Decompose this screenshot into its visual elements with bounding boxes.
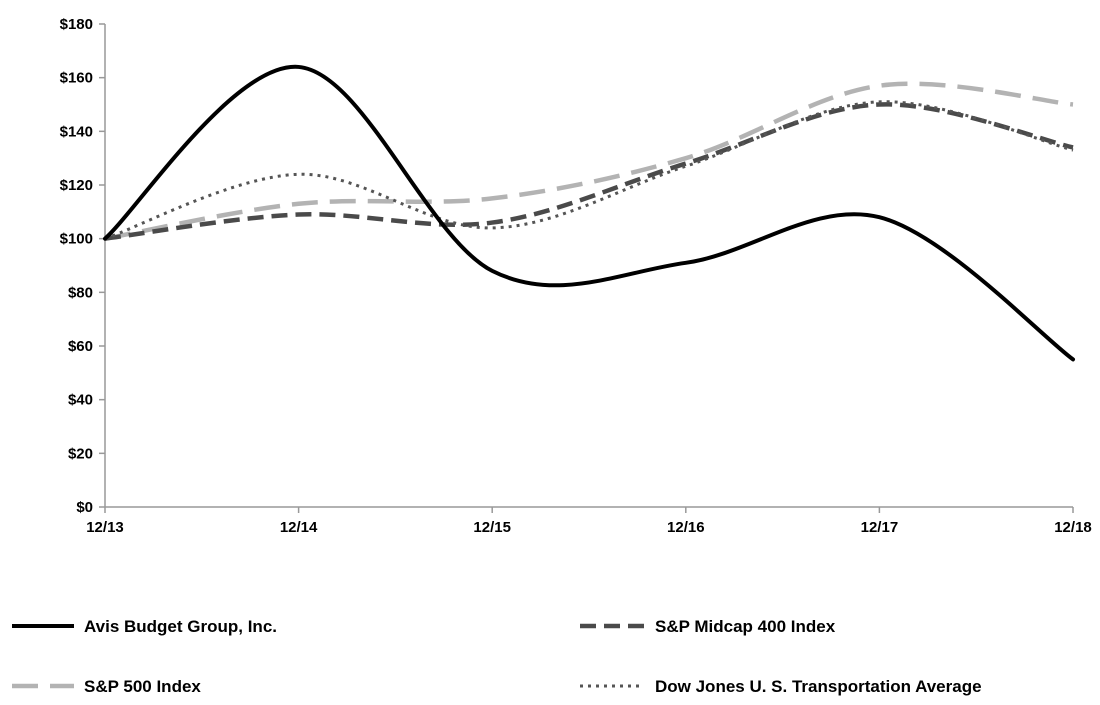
y-tick-label: $140 [60, 123, 93, 140]
y-tick-label: $160 [60, 70, 93, 87]
data-point [297, 173, 300, 176]
data-point [684, 162, 687, 165]
data-point [491, 269, 494, 272]
data-point [878, 103, 881, 106]
y-tick-label: $180 [60, 16, 93, 33]
data-point [878, 216, 881, 219]
data-point [878, 84, 881, 87]
data-point [684, 157, 687, 160]
x-tick-label: 12/18 [1054, 519, 1092, 536]
data-point [104, 237, 107, 240]
y-tick-label: $0 [76, 499, 93, 516]
data-point [1072, 358, 1075, 361]
legend-label: S&P 500 Index [84, 677, 201, 696]
data-point [684, 165, 687, 168]
data-point [1072, 146, 1075, 149]
data-point [297, 65, 300, 68]
data-point [1072, 103, 1075, 106]
data-point [491, 226, 494, 229]
data-point [491, 197, 494, 200]
axes: $0 $20 $40 $60 $80 $100 $120 $140 $160 $180 12/13 1… [60, 16, 1092, 536]
series-line-avis-budget-group-inc [103, 64, 1075, 362]
legend-label: Dow Jones U. S. Transportation Average [655, 677, 982, 696]
series-line-dow-jones-u-s-transportation-average [104, 100, 1074, 241]
series-layer [103, 64, 1075, 362]
legend: Avis Budget Group, Inc. S&P Midcap 400 In… [12, 617, 982, 696]
data-point [297, 202, 300, 205]
y-tick-label: $80 [68, 284, 93, 301]
y-tick-label: $100 [60, 231, 93, 248]
series-line-s-p-midcap-400-index [104, 102, 1074, 241]
legend-label: S&P Midcap 400 Index [655, 617, 836, 636]
y-tick-label: $60 [68, 338, 93, 355]
data-point [491, 221, 494, 224]
x-tick-label: 12/14 [280, 519, 318, 536]
legend-label: Avis Budget Group, Inc. [84, 617, 277, 636]
data-point [684, 261, 687, 264]
y-tick-label: $40 [68, 392, 93, 409]
series-line-s-p-500-index [104, 81, 1074, 241]
x-tick-label: 12/16 [667, 519, 705, 536]
y-tick-label: $120 [60, 177, 93, 194]
y-tick-label: $20 [68, 445, 93, 462]
x-tick-label: 12/17 [861, 519, 899, 536]
x-tick-label: 12/15 [473, 519, 511, 536]
data-point [878, 100, 881, 103]
x-tick-label: 12/13 [86, 519, 124, 536]
data-point [297, 213, 300, 216]
data-point [1072, 149, 1075, 152]
